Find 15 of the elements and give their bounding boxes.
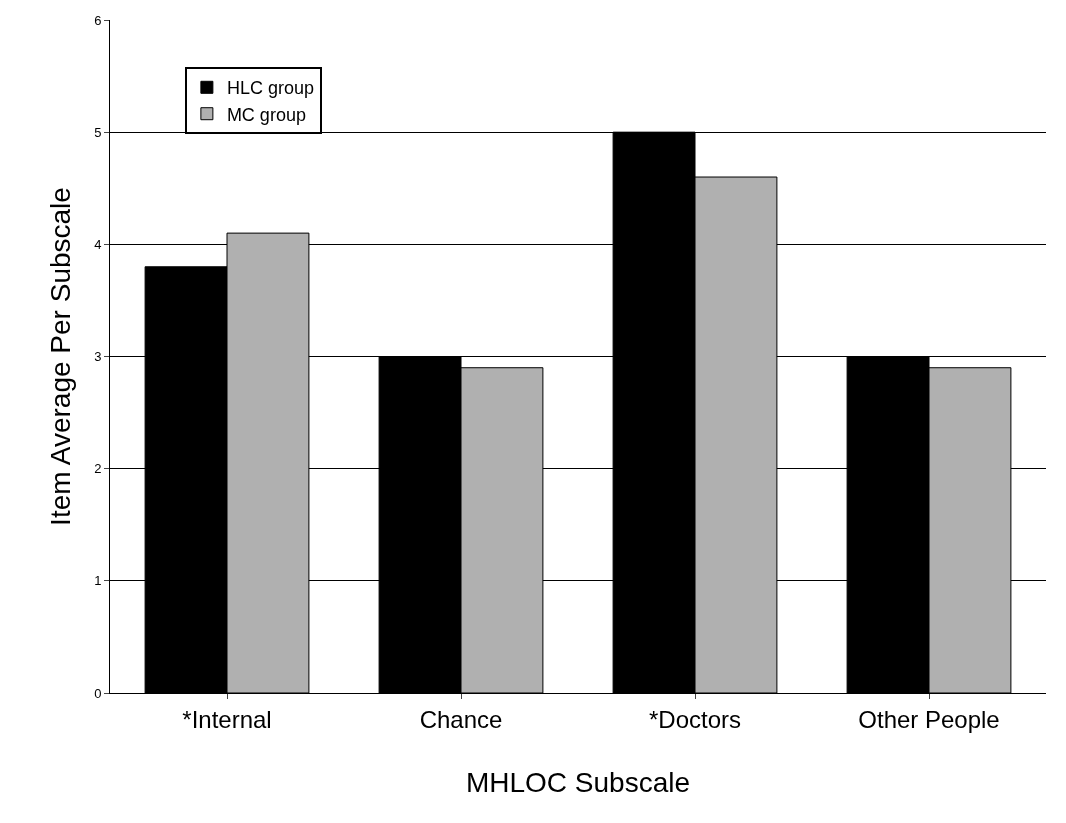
y-tick-label: 0 [94, 685, 102, 701]
x-tick-label: *Doctors [648, 705, 742, 733]
y-axis-title: Item Average Per Subscale [44, 187, 76, 526]
y-tick-label: 1 [94, 573, 102, 589]
x-tick-label: *Internal [182, 705, 272, 733]
y-tick-label: 6 [94, 12, 102, 28]
legend-label: HLC group [226, 78, 314, 99]
legend-label: MC group [226, 104, 306, 125]
x-tick-label: Other People [858, 705, 1000, 733]
y-tick-label: 3 [94, 349, 102, 365]
x-axis-title: MHLOC Subscale [465, 766, 691, 798]
y-tick-label: 5 [94, 124, 102, 140]
x-tick-label: Chance [419, 705, 503, 733]
y-tick-label: 4 [94, 236, 102, 252]
y-tick-label: 2 [94, 461, 102, 477]
